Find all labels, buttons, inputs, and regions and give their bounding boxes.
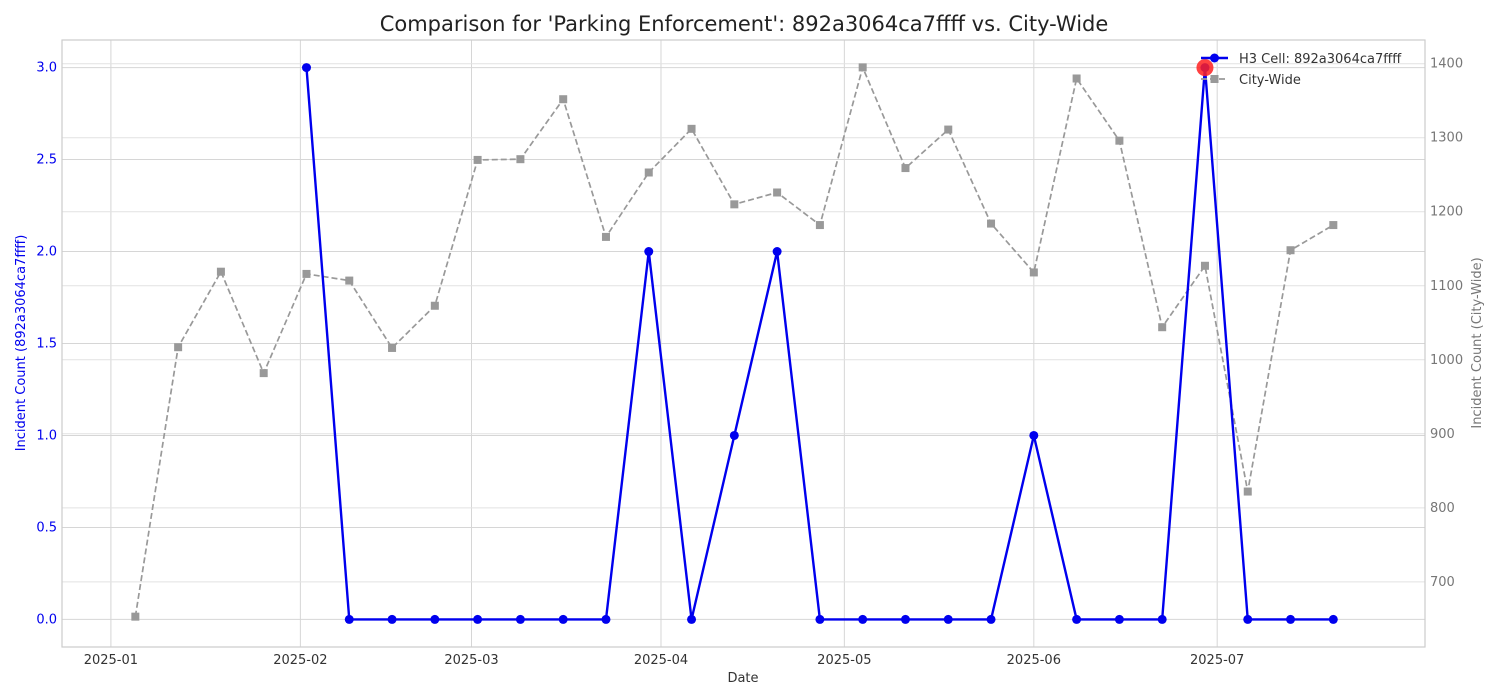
h3-cell-point [601, 614, 611, 624]
x-tick-labels: 2025-01 2025-02 2025-03 2025-04 2025-05 2025-… [84, 653, 1245, 668]
city-wide-series [131, 63, 1338, 621]
x-tick-label: 2025-04 [634, 653, 688, 668]
city-wide-point [1286, 246, 1295, 255]
city-wide-point [1200, 261, 1209, 270]
right-y-tick-label: 1100 [1430, 279, 1463, 294]
h3-cell-point [772, 247, 782, 257]
city-wide-point [516, 155, 525, 164]
right-y-tick-label: 1400 [1430, 57, 1463, 72]
h3-cell-point [1243, 614, 1253, 624]
h3-cell-point [900, 614, 910, 624]
h3-cell-point [1072, 614, 1082, 624]
city-wide-point [1243, 487, 1252, 496]
city-wide-point [1029, 268, 1038, 277]
left-y-tick-labels: 0.0 0.5 1.0 1.5 2.0 2.5 3.0 [36, 61, 57, 628]
plot-frame [61, 39, 1426, 648]
city-wide-point [131, 612, 140, 621]
x-tick-label: 2025-05 [817, 653, 871, 668]
city-wide-point [473, 155, 482, 164]
h3-cell-point [301, 63, 311, 73]
h3-cell-point [858, 614, 868, 624]
h3-cell-point [687, 614, 697, 624]
right-y-tick-label: 1000 [1430, 353, 1463, 368]
city-wide-point [687, 124, 696, 133]
right-y-tick-label: 900 [1430, 427, 1455, 442]
h3-cell-point [943, 614, 953, 624]
city-wide-point [773, 188, 782, 197]
x-tick-label: 2025-03 [444, 653, 498, 668]
city-wide-point [559, 95, 568, 104]
h3-cell-point [1286, 614, 1296, 624]
h3-cell-point [558, 614, 568, 624]
highlight-layer [1196, 59, 1214, 77]
left-y-tick-label: 0.0 [36, 612, 57, 627]
x-tick-label: 2025-07 [1190, 653, 1244, 668]
legend-label-city-wide: City-Wide [1239, 73, 1301, 88]
left-y-tick-label: 1.5 [36, 337, 57, 352]
left-y-axis-label: Incident Count (892a3064ca7ffff) [14, 235, 29, 452]
h3-cell-point [344, 614, 354, 624]
h3-cell-point [729, 430, 739, 440]
city-wide-point [815, 221, 824, 230]
h3-cell-point [1029, 430, 1039, 440]
city-wide-point [601, 232, 610, 241]
legend-marker-city-wide [1210, 75, 1219, 83]
left-y-tick-label: 0.5 [36, 520, 57, 535]
legend-marker-h3-cell [1210, 53, 1219, 63]
left-y-tick-label: 2.0 [36, 245, 57, 260]
x-axis-label: Date [727, 671, 758, 686]
city-wide-point [345, 276, 354, 285]
city-wide-point [644, 168, 653, 177]
city-wide-point [901, 164, 910, 173]
city-wide-point [1158, 323, 1167, 332]
city-wide-point [430, 301, 439, 310]
left-y-tick-label: 2.5 [36, 153, 57, 168]
h3-cell-point [1328, 614, 1338, 624]
legend-label-h3-cell: H3 Cell: 892a3064ca7ffff [1239, 52, 1402, 67]
left-y-tick-label: 3.0 [36, 61, 57, 76]
h3-cell-point [430, 614, 440, 624]
x-tick-label: 2025-02 [273, 653, 327, 668]
city-wide-point [1329, 221, 1338, 230]
h3-cell-point [1114, 614, 1124, 624]
x-tick-label: 2025-06 [1007, 653, 1061, 668]
right-y-tick-label: 1300 [1430, 131, 1463, 146]
h3-cell-point [815, 614, 825, 624]
h3-cell-point [387, 614, 397, 624]
right-y-tick-label: 1200 [1430, 205, 1463, 220]
h3-cell-point [986, 614, 996, 624]
chart-title: Comparison for 'Parking Enforcement': 89… [380, 12, 1109, 36]
right-y-axis-label: Incident Count (City-Wide) [1470, 257, 1485, 428]
right-y-tick-label: 800 [1430, 501, 1455, 516]
city-wide-point [388, 343, 397, 352]
h3-cell-point [473, 614, 483, 624]
h3-cell-series [301, 63, 1338, 624]
city-wide-point [302, 269, 311, 278]
highlight-point [1196, 59, 1214, 77]
city-wide-point [730, 200, 739, 209]
right-y-tick-label: 700 [1430, 575, 1455, 590]
city-wide-point [858, 63, 867, 72]
right-y-tick-labels: 700 800 900 1000 1100 1200 1300 1400 [1430, 57, 1463, 590]
city-wide-point [944, 125, 953, 134]
h3-cell-point [515, 614, 525, 624]
city-wide-point [1115, 136, 1124, 145]
legend: H3 Cell: 892a3064ca7ffff City-Wide [1201, 52, 1402, 88]
h3-cell-point [1157, 614, 1167, 624]
x-tick-label: 2025-01 [84, 653, 138, 668]
h3-cell-point [644, 247, 654, 257]
city-wide-point [987, 219, 996, 228]
city-wide-point [259, 369, 268, 378]
city-wide-point [216, 267, 225, 276]
city-wide-point [1072, 74, 1081, 83]
left-y-tick-label: 1.0 [36, 428, 57, 443]
city-wide-point [174, 343, 183, 352]
